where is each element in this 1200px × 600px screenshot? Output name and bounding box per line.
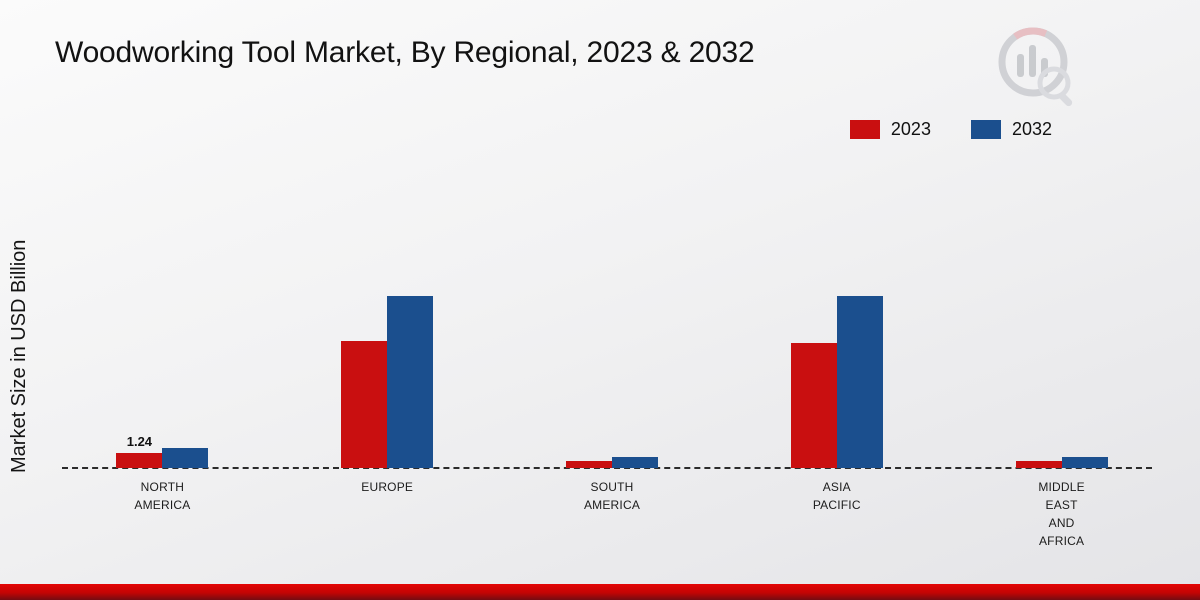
y-axis-label: Market Size in USD Billion [8,239,30,473]
bar-2032-europe [387,296,434,468]
x-label-south-america: SOUTH AMERICA [583,480,641,512]
x-axis-labels: NORTH AMERICA EUROPE SOUTH AMERICA ASIA PACIFI… [50,478,1174,550]
bar-2023-middle-east-and-africa [1015,461,1062,468]
bar-group-north-america: 1.24 [50,150,275,468]
bar-2032-north-america [162,448,209,468]
brand-logo-icon [989,22,1084,117]
x-label-north-america: NORTH AMERICA [134,480,191,512]
bars-asia-pacific [790,296,883,468]
plot-area: 1.24 [50,150,1174,468]
bar-2023-south-america [565,461,612,468]
legend-item-2023: 2023 [849,119,931,140]
x-label-europe: EUROPE [361,480,414,494]
x-axis-baseline [62,467,1152,469]
bar-group-asia-pacific [724,150,949,468]
bars-middle-east-and-africa [1015,457,1108,468]
x-label-middle-east-and-africa: MIDDLE EAST AND AFRICA [1038,480,1085,548]
bar-group-south-america [500,150,725,468]
bars-north-america: 1.24 [116,434,209,468]
bar-2023-europe [341,341,388,468]
bar-2032-asia-pacific [836,296,883,468]
legend-label-2032: 2032 [1011,119,1052,139]
bars-europe [341,296,434,468]
data-label-north-america: 1.24 [126,434,153,449]
legend: 2023 2032 [849,119,1052,140]
bar-group-middle-east-and-africa [949,150,1174,468]
bar-group-europe [275,150,500,468]
x-label-asia-pacific: ASIA PACIFIC [812,480,861,512]
bar-2023-asia-pacific [790,343,837,468]
bar-2032-middle-east-and-africa [1061,457,1108,468]
bar-2023-north-america [116,453,163,468]
legend-label-2023: 2023 [890,119,931,139]
legend-swatch-2032 [970,120,1001,139]
legend-item-2032: 2032 [970,119,1052,140]
legend-swatch-2023 [849,120,880,139]
footer-stripe [0,584,1200,600]
bar-2032-south-america [611,457,658,468]
chart-title: Woodworking Tool Market, By Regional, 20… [55,36,755,69]
bars-south-america [565,457,658,468]
